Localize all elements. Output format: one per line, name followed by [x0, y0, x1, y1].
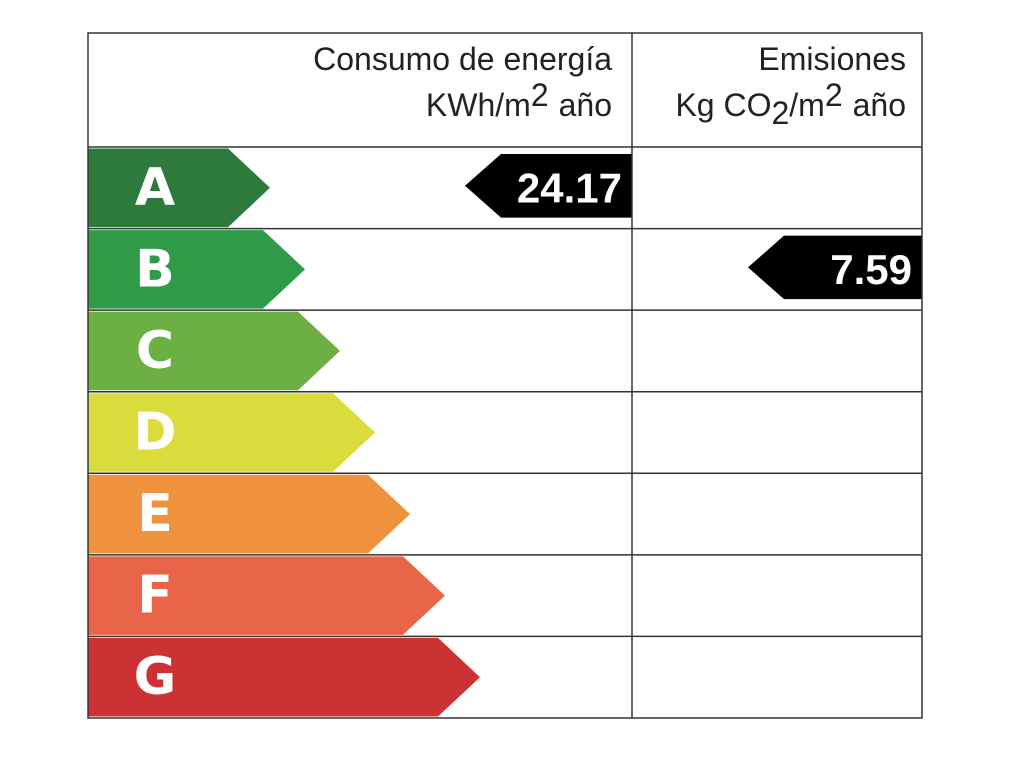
- class-arrow: [88, 637, 480, 717]
- rating-marker: [465, 154, 632, 218]
- class-arrow: [88, 311, 340, 391]
- unit-part: año: [853, 87, 906, 123]
- class-arrow: [88, 474, 410, 554]
- class-arrow: [88, 556, 445, 635]
- unit-sup: 2: [825, 77, 843, 113]
- class-letter: E: [137, 484, 173, 544]
- class-letter: A: [135, 158, 175, 218]
- class-arrow: [88, 393, 375, 472]
- unit-part: /m: [789, 87, 825, 123]
- rating-value: 24.17: [517, 164, 622, 211]
- consumption-unit: KWh/m2 año: [426, 77, 612, 123]
- class-arrow: [88, 230, 305, 309]
- unit-sup: 2: [531, 77, 549, 113]
- unit-part: año: [559, 87, 612, 123]
- emissions-title: Emisiones: [758, 41, 906, 77]
- class-letter: C: [136, 321, 174, 381]
- unit-part: Kg CO: [675, 87, 771, 123]
- emissions-unit: Kg CO2/m2 año: [675, 77, 906, 131]
- class-arrow: [88, 148, 270, 228]
- unit-sub: 2: [771, 95, 789, 131]
- frame: [87, 32, 923, 719]
- class-letter: D: [133, 403, 176, 463]
- class-letter: F: [137, 566, 173, 626]
- consumption-title: Consumo de energía: [313, 41, 612, 77]
- rating-value: 7.59: [830, 246, 912, 293]
- class-letter: B: [135, 239, 175, 299]
- rating-marker: [748, 235, 922, 300]
- unit-part: KWh/m: [426, 87, 531, 123]
- class-letter: G: [134, 647, 177, 707]
